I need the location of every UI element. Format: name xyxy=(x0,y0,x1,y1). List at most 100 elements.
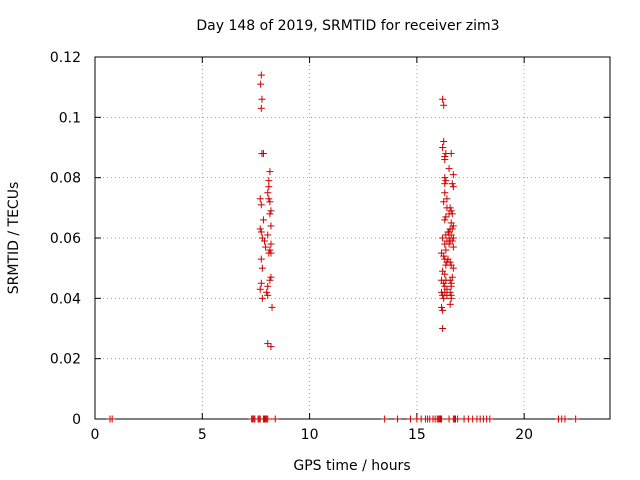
data-point xyxy=(445,240,453,248)
data-point xyxy=(441,174,449,182)
data-point xyxy=(443,195,451,203)
data-point xyxy=(264,340,272,348)
data-point xyxy=(442,246,450,254)
data-point xyxy=(267,222,275,230)
data-point xyxy=(258,95,266,103)
data-point xyxy=(439,144,447,151)
data-point xyxy=(445,165,453,173)
data-point xyxy=(441,189,449,197)
data-point xyxy=(449,243,457,251)
data-point xyxy=(256,225,264,233)
data-point xyxy=(264,282,272,290)
data-point xyxy=(448,210,456,218)
data-point xyxy=(442,177,450,185)
data-point xyxy=(265,177,273,185)
data-point xyxy=(486,415,494,423)
data-point xyxy=(266,276,274,284)
y-tick-label: 0.12 xyxy=(50,50,81,66)
y-axis-label: SRMTID / TECUs xyxy=(6,182,22,295)
data-point xyxy=(258,294,266,302)
data-point xyxy=(442,213,450,221)
data-point xyxy=(439,306,447,314)
data-point xyxy=(256,195,264,203)
data-point xyxy=(441,156,449,164)
data-point xyxy=(572,415,580,423)
grid-lines xyxy=(95,57,610,419)
data-point xyxy=(446,288,454,296)
data-point xyxy=(446,300,454,308)
data-point xyxy=(439,95,447,103)
data-point xyxy=(446,276,454,284)
x-tick-label: 20 xyxy=(515,427,533,443)
data-point xyxy=(440,294,448,302)
data-point xyxy=(268,303,276,311)
data-point xyxy=(449,171,457,179)
y-tick-label: 0.06 xyxy=(50,231,81,247)
data-point xyxy=(256,285,264,293)
data-point xyxy=(263,288,271,296)
data-point xyxy=(257,201,265,209)
data-point xyxy=(259,216,267,224)
data-point xyxy=(262,243,270,251)
data-point xyxy=(265,183,273,191)
data-point xyxy=(448,180,456,188)
data-point xyxy=(267,240,275,248)
data-point xyxy=(257,279,265,287)
data-point xyxy=(264,291,272,299)
data-point xyxy=(258,264,266,272)
data-point xyxy=(439,325,447,332)
chart-title: Day 148 of 2019, SRMTID for receiver zim… xyxy=(196,18,499,34)
y-tick-label: 0 xyxy=(72,412,81,428)
data-point xyxy=(440,279,448,287)
data-point xyxy=(394,415,402,423)
data-point xyxy=(439,234,447,242)
data-point xyxy=(440,198,448,206)
data-point xyxy=(267,273,275,281)
data-point xyxy=(271,415,279,423)
x-tick-label: 0 xyxy=(91,427,100,443)
data-point xyxy=(257,104,265,112)
y-tick-label: 0.04 xyxy=(50,291,81,307)
x-tick-label: 5 xyxy=(198,427,207,443)
data-point xyxy=(449,183,457,191)
y-tick-label: 0.1 xyxy=(59,110,81,126)
x-tick-label: 15 xyxy=(408,427,426,443)
y-tick-label: 0.02 xyxy=(50,352,81,368)
data-point xyxy=(108,415,116,423)
y-tick-label: 0.08 xyxy=(50,171,81,187)
data-point xyxy=(266,210,274,218)
data-point xyxy=(267,249,275,257)
data-point xyxy=(449,234,457,242)
data-point xyxy=(261,237,269,245)
data-point xyxy=(264,231,272,239)
data-point xyxy=(454,415,462,423)
data-point xyxy=(267,343,275,351)
axis-ticks xyxy=(94,56,610,420)
data-point xyxy=(449,222,457,230)
data-point xyxy=(447,294,455,302)
data-point xyxy=(440,137,448,145)
data-point xyxy=(438,415,446,423)
data-point xyxy=(406,415,414,423)
data-point xyxy=(448,237,456,245)
data-point xyxy=(441,270,449,278)
data-point xyxy=(441,216,449,224)
data-point xyxy=(446,204,454,212)
data-point xyxy=(266,168,274,176)
x-tick-label: 10 xyxy=(301,427,319,443)
data-point xyxy=(266,246,274,254)
data-point xyxy=(440,101,448,109)
data-point xyxy=(264,189,272,197)
data-point xyxy=(448,225,456,233)
data-point xyxy=(257,71,265,79)
data-point xyxy=(438,303,446,311)
data-points xyxy=(106,71,580,423)
data-point xyxy=(266,198,274,206)
data-point xyxy=(257,80,265,88)
data-point xyxy=(447,150,455,158)
data-point xyxy=(449,264,457,272)
data-point xyxy=(381,415,389,423)
data-point xyxy=(561,415,569,423)
